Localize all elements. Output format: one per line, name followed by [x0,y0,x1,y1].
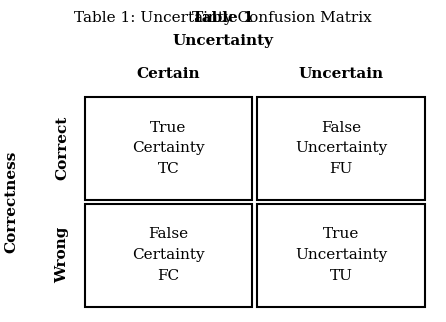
Text: False
Uncertainty
FU: False Uncertainty FU [295,120,387,176]
Text: Table 1: Uncertainty Confusion Matrix: Table 1: Uncertainty Confusion Matrix [74,11,372,25]
FancyBboxPatch shape [85,204,252,307]
Text: Wrong: Wrong [55,227,70,283]
Text: Correctness: Correctness [4,150,18,253]
FancyBboxPatch shape [85,97,252,200]
Text: Certain: Certain [136,67,200,80]
Text: Uncertain: Uncertain [298,67,384,80]
Text: Correct: Correct [55,116,70,180]
Text: True
Uncertainty
TU: True Uncertainty TU [295,227,387,283]
FancyBboxPatch shape [257,97,425,200]
Text: True
Certainty
TC: True Certainty TC [132,120,205,176]
FancyBboxPatch shape [257,204,425,307]
Text: Uncertainty: Uncertainty [173,34,273,48]
Text: Table 1: Table 1 [192,11,254,25]
Text: False
Certainty
FC: False Certainty FC [132,227,205,283]
